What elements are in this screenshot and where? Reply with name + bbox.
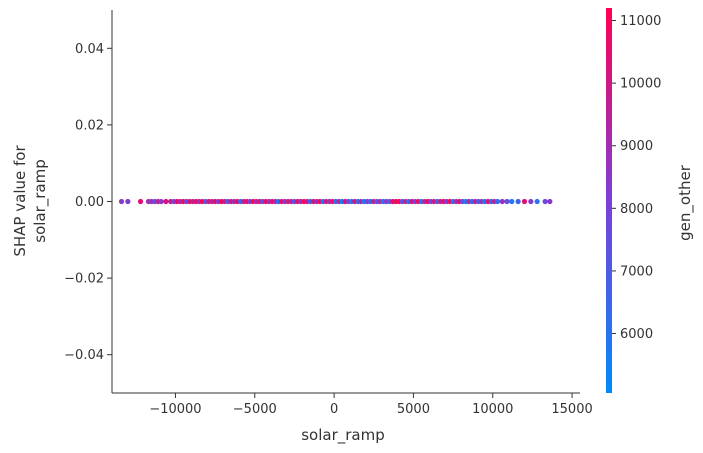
scatter-point <box>125 198 131 205</box>
scatter-point <box>504 198 510 205</box>
y-tick-label: 0.04 <box>75 42 104 57</box>
scatter-point <box>515 198 521 205</box>
y-axis-label: SHAP value for solar_ramp <box>11 145 50 257</box>
scatter-point <box>499 198 505 205</box>
x-tick-label: 10000 <box>472 402 513 417</box>
colorbar-tick-label: 10000 <box>620 77 661 92</box>
y-tick-label: −0.02 <box>64 272 104 287</box>
scatter-point <box>534 198 540 205</box>
y-axis-label-line-1: SHAP value for <box>11 145 29 257</box>
y-tick-label: −0.04 <box>64 348 104 363</box>
scatter-point <box>521 198 528 205</box>
scatter-point <box>528 198 534 205</box>
x-tick-label: 15000 <box>551 402 592 417</box>
x-tick-label: 0 <box>330 402 338 417</box>
scatter-point <box>137 198 144 205</box>
scatter-point <box>158 198 164 205</box>
scatter-point <box>547 198 553 205</box>
colorbar-tick-label: 8000 <box>620 202 653 217</box>
colorbar-tick-label: 9000 <box>620 139 653 154</box>
colorbar-label: gen_other <box>676 164 695 241</box>
x-axis-ticks: −10000 −5000 0 5000 10000 15000 <box>149 393 593 417</box>
x-axis-label: solar_ramp <box>301 426 385 445</box>
colorbar-gradient <box>606 8 612 393</box>
y-tick-label: 0.00 <box>75 195 104 210</box>
scatter-point <box>494 198 501 205</box>
scatter-point <box>163 198 169 205</box>
colorbar-tick-label: 7000 <box>620 264 653 279</box>
plot-area: 0.04 0.02 0.00 −0.02 −0.04 −10000 −5000 0 5000 1… <box>64 10 593 417</box>
y-axis-label-line-2: solar_ramp <box>31 159 50 243</box>
colorbar-ticks: 6000 7000 8000 9000 10000 11000 <box>612 14 661 342</box>
x-tick-label: −5000 <box>233 402 277 417</box>
x-tick-label: 5000 <box>397 402 430 417</box>
colorbar: 6000 7000 8000 9000 10000 11000 gen_other <box>606 8 695 393</box>
scatter-points <box>118 198 553 205</box>
y-tick-label: 0.02 <box>75 118 104 133</box>
scatter-point <box>118 198 125 205</box>
x-tick-label: −10000 <box>149 402 201 417</box>
scatter-point <box>509 198 515 205</box>
colorbar-tick-label: 6000 <box>620 327 653 342</box>
colorbar-tick-label: 11000 <box>620 14 661 29</box>
scatter-point <box>542 198 548 205</box>
y-axis-ticks: 0.04 0.02 0.00 −0.02 −0.04 <box>64 42 112 363</box>
